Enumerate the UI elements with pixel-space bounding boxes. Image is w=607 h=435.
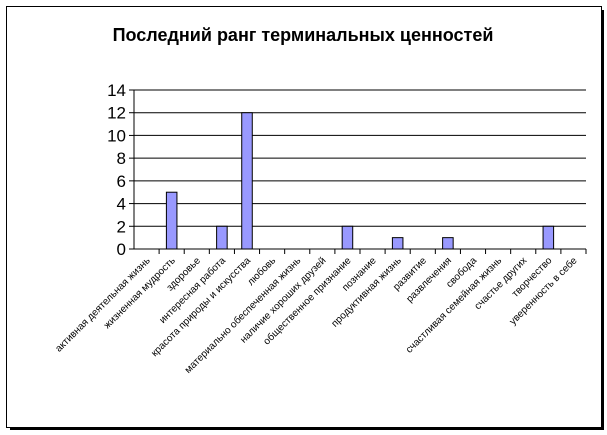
y-tick-label: 10: [107, 126, 126, 145]
bar: [165, 191, 178, 250]
y-tick-label: 4: [117, 195, 126, 214]
chart-title: Последний ранг терминальных ценностей: [113, 25, 494, 45]
y-tick-label: 8: [117, 149, 126, 168]
y-tick-label: 12: [107, 104, 126, 123]
bar: [241, 112, 253, 250]
y-tick-label: 6: [117, 172, 126, 191]
y-tick-label: 0: [117, 240, 126, 259]
bar: [216, 225, 228, 250]
y-tick-label: 14: [107, 81, 126, 100]
y-tick-label: 2: [117, 217, 126, 236]
gridlines: [134, 89, 586, 227]
bar: [341, 225, 354, 250]
chart-frame: [6, 6, 602, 428]
axes: [129, 89, 587, 254]
bar: [391, 237, 404, 250]
bars: [165, 112, 555, 250]
bar: [442, 237, 454, 250]
x-tick-label: активная деятельная жизнь: [54, 255, 153, 354]
bar: [542, 225, 555, 250]
y-tick-labels: 0 2 4 6 8 10 12 14: [107, 81, 126, 259]
